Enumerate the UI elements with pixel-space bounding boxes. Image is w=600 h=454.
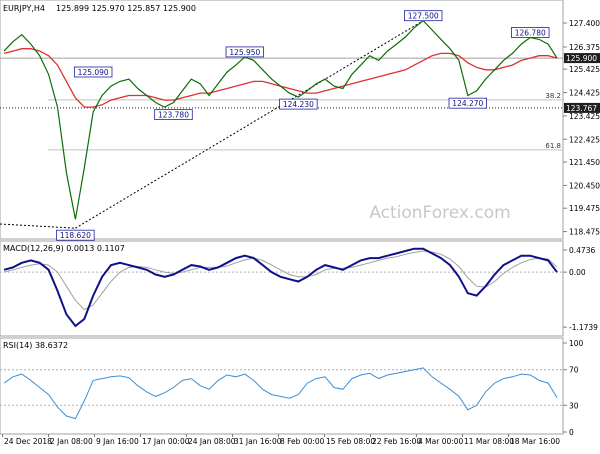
y-tick-label: 124.425 <box>569 89 600 98</box>
macd-y-tick-label: 0.00 <box>569 268 586 277</box>
fib-level-label: 38.2 <box>545 92 561 100</box>
main-chart-title: EURJPY,H4 <box>3 4 45 13</box>
y-tick-label: 125.425 <box>569 65 600 74</box>
price-marker-label: 124.270 <box>452 99 483 108</box>
y-tick-label: 123.425 <box>569 112 600 121</box>
rsi-title: RSI(14) 38.6372 <box>3 341 68 350</box>
rsi-y-tick-label: 70 <box>569 366 579 375</box>
price-marker-label: 125.950 <box>229 48 260 57</box>
macd-title: MACD(12,26,9) 0.0013 0.1107 <box>3 244 125 253</box>
ohlc-readout: 125.899 125.970 125.857 125.900 <box>56 4 196 13</box>
current-price-text: 125.900 <box>566 54 597 63</box>
y-tick-label: 127.400 <box>569 19 600 28</box>
x-tick-label: 17 Jan 00:00 <box>142 437 190 446</box>
y-tick-label: 120.450 <box>569 181 600 190</box>
price-marker-label: 124.230 <box>283 100 314 109</box>
x-tick-label: 4 Mar 00:00 <box>418 437 464 446</box>
y-tick-label: 121.450 <box>569 158 600 167</box>
y-tick-label: 122.425 <box>569 135 600 144</box>
price-marker-label: 118.620 <box>60 231 91 240</box>
rsi-y-tick-label: 0 <box>569 428 574 437</box>
x-tick-label: 8 Feb 00:00 <box>280 437 325 446</box>
rsi-y-tick-label: 30 <box>569 401 579 410</box>
price-marker-label: 125.090 <box>78 68 109 77</box>
x-tick-label: 22 Feb 16:00 <box>372 437 421 446</box>
price-marker-label: 127.500 <box>408 12 439 21</box>
rsi-y-tick-label: 100 <box>569 339 584 348</box>
level-price-text: 123.767 <box>566 104 597 113</box>
x-tick-label: 2 Jan 08:00 <box>50 437 93 446</box>
x-tick-label: 15 Feb 08:00 <box>326 437 375 446</box>
x-tick-label: 9 Jan 16:00 <box>96 437 139 446</box>
x-tick-label: 18 Mar 16:00 <box>510 437 560 446</box>
macd-y-tick-label: 0.4736 <box>569 246 595 255</box>
x-tick-label: 24 Dec 2018 <box>4 437 52 446</box>
watermark: ActionForex.com <box>369 203 510 223</box>
y-tick-label: 118.475 <box>569 228 600 237</box>
y-tick-label: 119.475 <box>569 204 600 213</box>
macd-y-tick-label: -1.1739 <box>569 323 598 332</box>
price-marker-label: 123.780 <box>158 111 189 120</box>
y-tick-label: 126.375 <box>569 43 600 52</box>
x-tick-label: 24 Jan 08:00 <box>188 437 236 446</box>
fib-level-label: 61.8 <box>545 142 561 150</box>
x-tick-label: 31 Jan 16:00 <box>234 437 282 446</box>
price-marker-label: 126.780 <box>515 29 546 38</box>
x-tick-label: 11 Mar 08:00 <box>464 437 514 446</box>
